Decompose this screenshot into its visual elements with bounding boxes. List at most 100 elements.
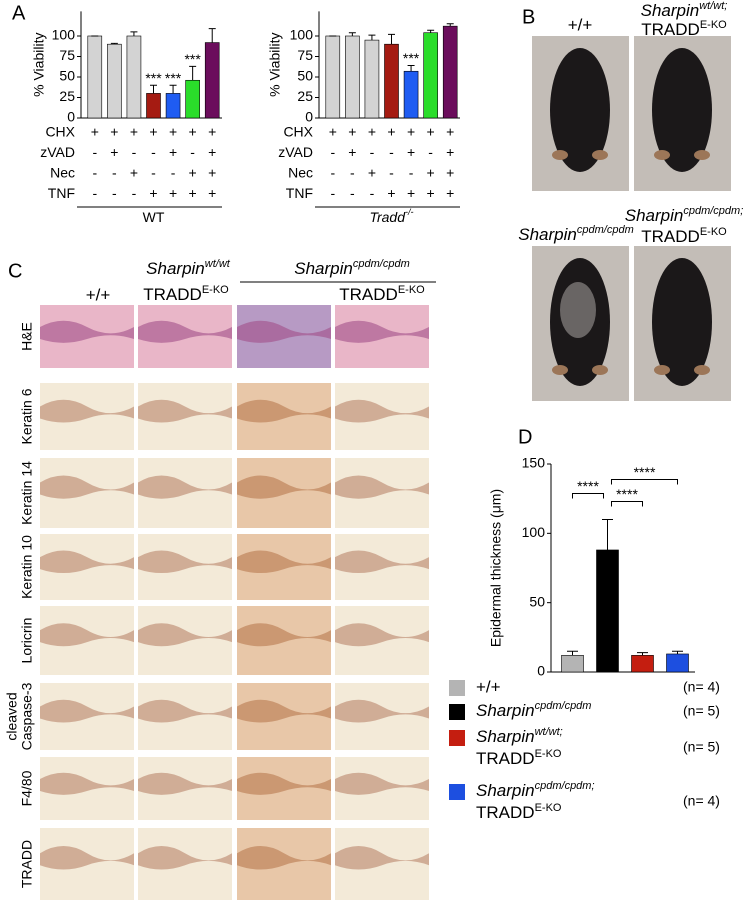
legend-sup: wt/wt; [535, 726, 563, 738]
significance: *** [403, 50, 420, 66]
group-label: WT [143, 209, 165, 225]
panel-label: D [518, 426, 532, 448]
y-tick-label: 100 [290, 27, 314, 43]
condition-value: + [189, 124, 197, 140]
condition-value: - [112, 165, 117, 181]
legend-n: (n= 4) [683, 793, 720, 809]
error-bar [368, 34, 376, 41]
significance: *** [165, 70, 182, 86]
bar [596, 549, 619, 673]
tissue-layer [138, 320, 232, 343]
error-bar [189, 65, 197, 81]
condition-value: + [208, 124, 216, 140]
ear [694, 150, 710, 160]
legend-text: TRADD [476, 749, 535, 768]
legend-n: (n= 5) [683, 703, 720, 719]
header-text: TRADD [339, 285, 398, 304]
legend-sup: E-KO [535, 802, 562, 814]
legend-sup: cpdm/cpdm; [535, 780, 595, 792]
y-tick-label: 75 [297, 47, 313, 63]
condition-value: - [92, 185, 97, 201]
header-sup: wt/wt [205, 258, 231, 270]
tissue-layer [335, 772, 429, 795]
tissue-layer [138, 699, 232, 723]
label-text: TRADD [641, 227, 700, 246]
error-bar [348, 32, 356, 36]
bar [204, 42, 220, 119]
condition-value: + [208, 144, 216, 160]
condition-value: - [171, 165, 176, 181]
y-tick-label: 50 [59, 68, 75, 84]
tissue-layer [237, 623, 331, 647]
condition-value: - [112, 185, 117, 201]
tissue-layer [335, 320, 429, 343]
legend-text: Sharpin [476, 727, 535, 746]
column-header: TRADDE-KO [339, 284, 425, 305]
tissue-layer [138, 399, 232, 423]
row-label: Keratin 10 [19, 535, 35, 599]
photo-label: TRADDE-KO [641, 19, 727, 40]
error-bar [110, 42, 118, 45]
bar [87, 35, 103, 119]
significance: *** [145, 70, 162, 86]
significance: *** [184, 51, 201, 67]
condition-value: + [407, 144, 415, 160]
condition-value: + [348, 124, 356, 140]
row-label: cleaved [4, 692, 20, 740]
condition-value: + [169, 144, 177, 160]
condition-value: + [446, 165, 454, 181]
bar [325, 35, 341, 119]
column-header: Sharpinwt/wt [146, 258, 231, 279]
bar [107, 43, 122, 119]
photo-label: Sharpincpdm/cpdm [518, 224, 633, 245]
error-bar [388, 33, 395, 45]
panel-label: A [12, 2, 26, 24]
error-bar [602, 518, 613, 550]
y-tick-label: 150 [522, 455, 546, 471]
error-bar [130, 31, 138, 36]
bar [403, 70, 419, 119]
tissue-layer [335, 475, 429, 499]
condition-value: + [427, 185, 435, 201]
tissue-layer [335, 846, 429, 870]
tissue-layer [237, 550, 331, 574]
mouse [652, 258, 712, 386]
condition-value: + [189, 165, 197, 181]
bar [126, 35, 142, 119]
label-text: Sharpin [625, 206, 684, 225]
tissue-layer [40, 475, 134, 499]
legend-text: TRADD [476, 803, 535, 822]
row-label: F4/80 [19, 770, 35, 806]
legend-swatch [449, 784, 465, 800]
legend-swatch [449, 680, 465, 696]
group-label: Tradd-/- [369, 207, 413, 224]
column-header: +/+ [86, 285, 111, 304]
legend-n: (n= 4) [683, 679, 720, 695]
tissue-layer [40, 846, 134, 870]
group-label-sup: -/- [405, 207, 414, 217]
y-tick-label: 100 [522, 524, 546, 540]
bar [185, 79, 200, 119]
tissue-layer [237, 320, 331, 343]
condition-value: + [169, 185, 177, 201]
condition-name: TNF [286, 185, 313, 201]
photo-label: Sharpinwt/wt; [641, 0, 728, 20]
significance-label: **** [577, 478, 599, 494]
header-text: TRADD [143, 285, 202, 304]
tissue-layer [237, 846, 331, 870]
condition-value: + [407, 185, 415, 201]
group-label-text: Tradd [369, 209, 406, 225]
condition-value: + [446, 144, 454, 160]
significance-label: **** [634, 464, 656, 480]
condition-value: - [389, 144, 394, 160]
bar [442, 25, 458, 119]
error-bar [427, 29, 435, 33]
legend: +/+ Sharpincpdm/cpdm Sharpinwt/wt; TRADD… [476, 677, 595, 822]
header-sup: E-KO [398, 284, 425, 296]
y-tick-label: 0 [67, 109, 75, 125]
condition-value: + [189, 185, 197, 201]
condition-value: - [92, 165, 97, 181]
photo-label: TRADDE-KO [641, 226, 727, 247]
condition-name: Nec [288, 165, 313, 181]
condition-value: - [350, 165, 355, 181]
